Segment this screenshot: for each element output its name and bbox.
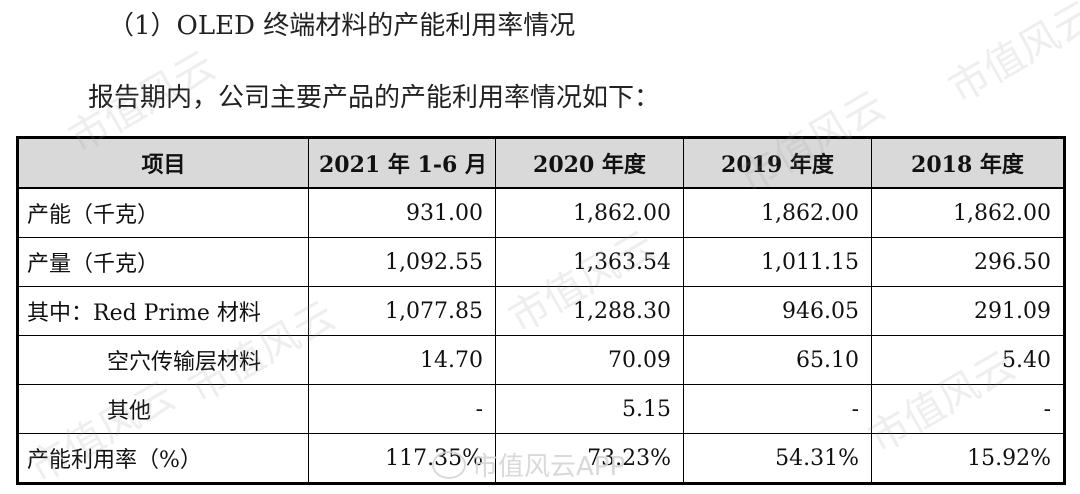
table-row: 产能（千克） 931.00 1,862.00 1,862.00 1,862.00: [17, 187, 1065, 238]
cell-value: 70.09: [495, 335, 684, 385]
cell-value: 5.40: [871, 335, 1065, 385]
cell-value: 14.70: [308, 335, 496, 385]
cell-value: -: [308, 384, 496, 434]
row-label: 产能（千克）: [17, 187, 309, 238]
header-item: 项目: [17, 137, 309, 189]
header-2020: 2020 年度: [495, 137, 684, 189]
cell-value: 1,077.85: [308, 286, 496, 336]
cell-value: 1,862.00: [495, 187, 684, 238]
header-2021h1: 2021 年 1-6 月: [308, 137, 496, 189]
table-row: 其中：Red Prime 材料 1,077.85 1,288.30 946.05…: [17, 286, 1065, 336]
cell-value: 931.00: [308, 187, 496, 238]
weibo-logo-icon: [432, 450, 466, 479]
cell-value: 946.05: [683, 286, 872, 336]
cell-value: -: [871, 384, 1065, 434]
cell-value: 73.23%: [495, 433, 684, 484]
cell-value: 1,862.00: [871, 187, 1065, 238]
cell-value: 291.09: [871, 286, 1065, 336]
cell-value: 1,862.00: [683, 187, 872, 238]
row-label: 其中：Red Prime 材料: [17, 286, 309, 336]
row-label: 产量（千克）: [17, 237, 309, 287]
footer-watermark: 市值风云APP: [432, 446, 625, 483]
intro-paragraph: 报告期内，公司主要产品的产能利用率情况如下：: [88, 83, 661, 113]
row-label: 其他: [17, 384, 309, 434]
table-row: 产能利用率（%） 117.35% 73.23% 54.31% 15.92%: [17, 433, 1065, 484]
row-label: 空穴传输层材料: [17, 335, 309, 385]
capacity-utilization-table: 项目 2021 年 1-6 月 2020 年度 2019 年度 2018 年度 …: [16, 136, 1066, 485]
cell-value: 5.15: [495, 384, 684, 434]
watermark-text: 市值风云: [941, 0, 1080, 113]
header-2018: 2018 年度: [871, 137, 1065, 189]
cell-value: 54.31%: [683, 433, 872, 484]
cell-value: 15.92%: [871, 433, 1065, 484]
footer-watermark-text: 市值风云APP: [472, 452, 626, 482]
cell-value: 1,363.54: [495, 237, 684, 287]
table-row: 其他 - 5.15 - -: [17, 384, 1065, 434]
cell-value: 65.10: [683, 335, 872, 385]
table-row: 空穴传输层材料 14.70 70.09 65.10 5.40: [17, 335, 1065, 385]
cell-value: 1,288.30: [495, 286, 684, 336]
table-row: 产量（千克） 1,092.55 1,363.54 1,011.15 296.50: [17, 237, 1065, 287]
cell-value: 1,011.15: [683, 237, 872, 287]
cell-value: 1,092.55: [308, 237, 496, 287]
table-header-row: 项目 2021 年 1-6 月 2020 年度 2019 年度 2018 年度: [17, 137, 1065, 189]
header-2019: 2019 年度: [683, 137, 872, 189]
section-heading: （1）OLED 终端材料的产能利用率情况: [108, 11, 576, 41]
row-label: 产能利用率（%）: [17, 433, 309, 484]
cell-value: 296.50: [871, 237, 1065, 287]
cell-value: -: [683, 384, 872, 434]
